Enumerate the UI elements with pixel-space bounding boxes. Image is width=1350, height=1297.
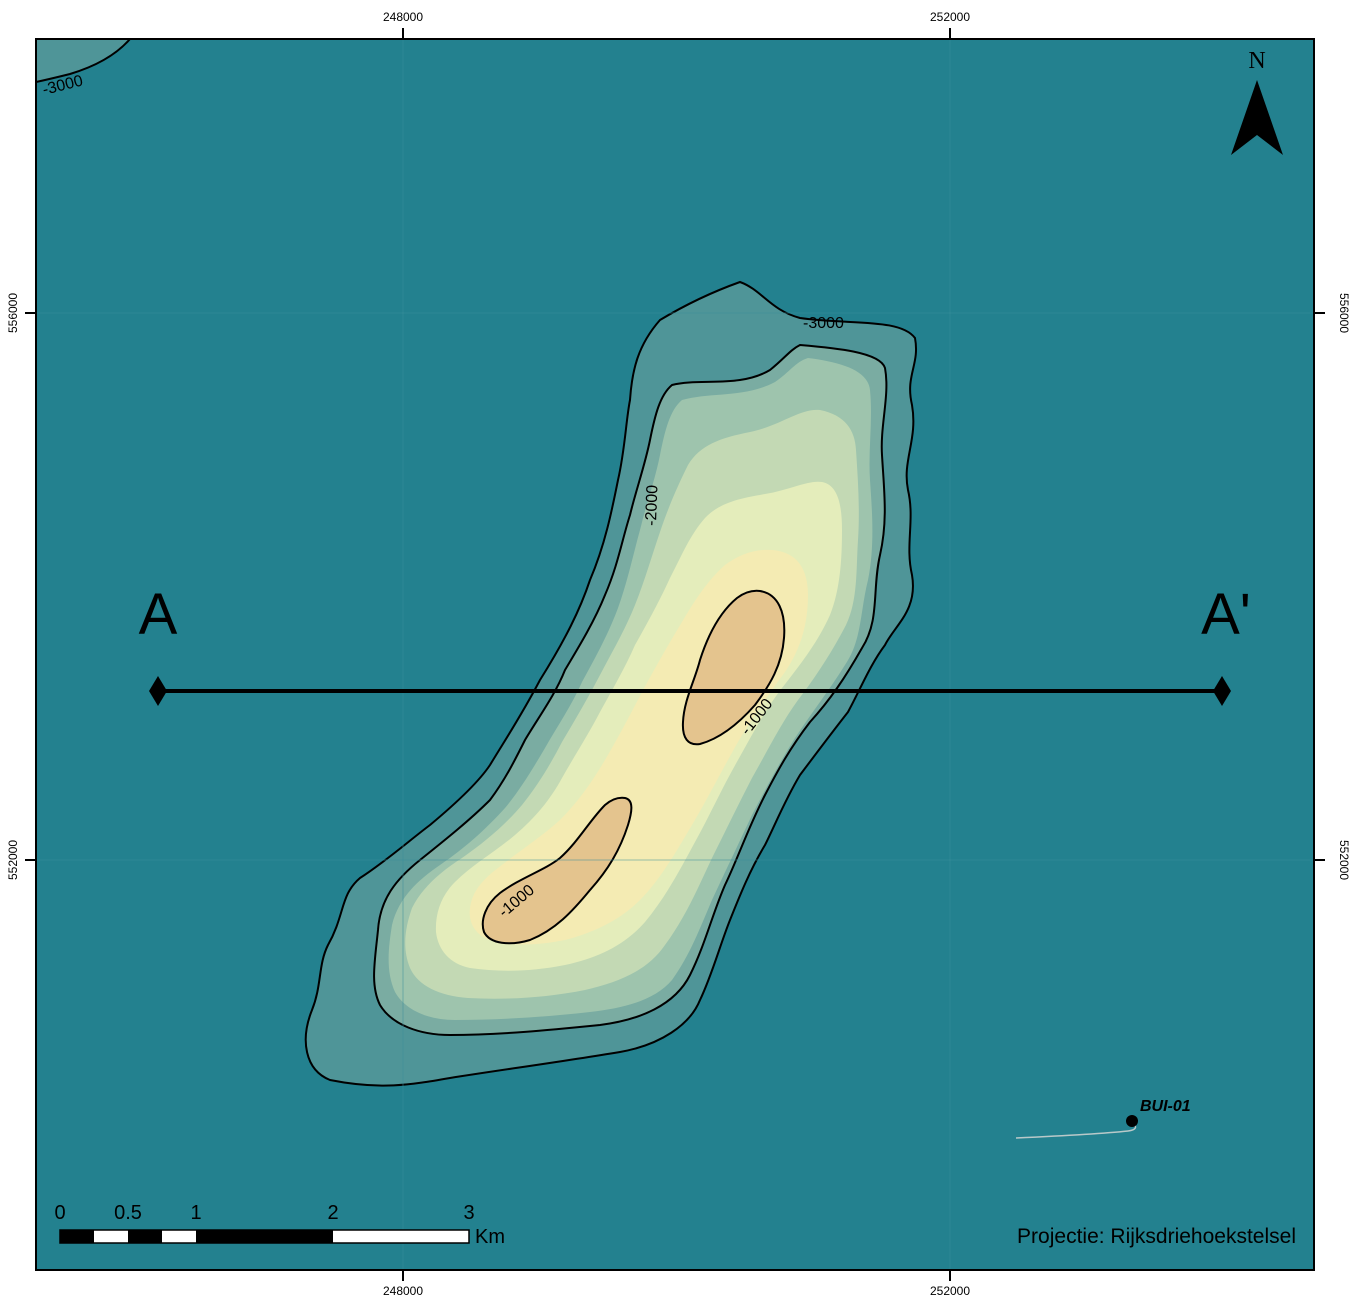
- well-label: BUI-01: [1140, 1098, 1191, 1115]
- contour-label-2000: -2000: [643, 485, 661, 527]
- y-tick-label-right-2: 552000: [1337, 840, 1350, 880]
- y-tick-label-left-2: 552000: [6, 840, 20, 880]
- north-arrow-label: N: [1248, 48, 1265, 74]
- y-tick-label-right-1: 556000: [1337, 293, 1350, 333]
- scale-label-0: 0: [54, 1202, 65, 1224]
- contour-core-1000-lower: [481, 796, 633, 945]
- cross-section-end-marker: [1213, 676, 1231, 706]
- scale-label-2: 2: [327, 1202, 338, 1224]
- projection-label: Projectie: Rijksdriehoekstelsel: [1017, 1225, 1296, 1248]
- scale-label-3: 3: [463, 1202, 474, 1224]
- contour-core-1000-upper: [681, 589, 786, 746]
- scale-bar: [59, 1229, 470, 1244]
- y-tick-label-left-1: 556000: [6, 293, 20, 333]
- x-tick-label-top-2: 252000: [930, 10, 970, 24]
- cross-section-end-label: A': [1201, 582, 1251, 647]
- scale-unit-label: Km: [475, 1226, 505, 1248]
- x-tick-label-top-1: 248000: [383, 10, 423, 24]
- scale-label-0.5: 0.5: [114, 1202, 142, 1224]
- map-frame: [35, 38, 1315, 1271]
- x-tick-label-bottom-2: 252000: [930, 1284, 970, 1297]
- cross-section-start-marker: [149, 676, 167, 706]
- scale-label-1: 1: [190, 1202, 201, 1224]
- x-tick-label-bottom-1: 248000: [383, 1284, 423, 1297]
- cross-section-start-label: A: [139, 582, 178, 647]
- well-trajectory: [1015, 1121, 1137, 1139]
- contour-label-3000: -3000: [803, 315, 844, 332]
- north-arrow-icon: [1231, 80, 1283, 155]
- well-location-icon: [1126, 1115, 1138, 1127]
- corner-contour-region: [36, 39, 132, 84]
